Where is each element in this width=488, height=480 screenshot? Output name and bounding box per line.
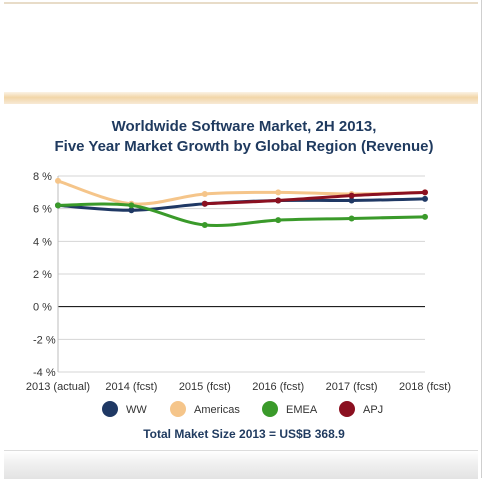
data-point-emea: [128, 202, 135, 209]
x-tick-label: 2013 (actual): [26, 381, 90, 393]
legend-marker-emea: [262, 401, 278, 417]
data-point-emea: [348, 215, 355, 222]
chart-frame: [4, 0, 482, 478]
data-point-emea: [201, 222, 208, 228]
data-point-apj: [275, 197, 282, 204]
y-tick-label: 6 %: [33, 204, 52, 216]
y-tick-label: -4 %: [33, 367, 56, 379]
x-tick-label: 2017 (fcst): [326, 381, 378, 393]
data-point-apj: [201, 200, 208, 207]
data-point-ww: [128, 207, 135, 214]
legend-label-emea: EMEA: [286, 404, 318, 416]
chart-footnote: Total Maket Size 2013 = US$B 368.9: [143, 427, 345, 441]
legend-marker-ww: [102, 401, 118, 417]
x-tick-label: 2018 (fcst): [399, 381, 451, 393]
header-area: [4, 4, 478, 94]
legend-label-ww: WW: [126, 404, 147, 416]
data-point-americas: [201, 190, 208, 197]
top-rule: [4, 2, 478, 4]
chart-title-line-2: Five Year Market Growth by Global Region…: [54, 138, 434, 155]
x-tick-label: 2015 (fcst): [179, 381, 231, 393]
x-tick-label: 2014 (fcst): [105, 381, 157, 393]
y-tick-label: -2 %: [33, 334, 56, 346]
data-point-emea: [275, 217, 282, 224]
legend-marker-americas: [170, 401, 186, 417]
series-line-emea: [56, 202, 427, 228]
data-point-emea: [422, 213, 428, 220]
data-point-apj: [348, 192, 355, 199]
chart-title-line-1: Worldwide Software Market, 2H 2013,: [111, 118, 377, 135]
data-point-ww: [348, 197, 355, 204]
bottom-band: [4, 450, 478, 479]
data-point-apj: [422, 189, 428, 196]
data-point-ww: [422, 195, 428, 202]
x-tick-label: 2016 (fcst): [252, 381, 304, 393]
legend-label-apj: APJ: [363, 404, 383, 416]
legend-marker-apj: [339, 401, 355, 417]
data-point-americas: [275, 189, 282, 196]
data-point-emea: [55, 202, 61, 209]
y-tick-label: 4 %: [33, 236, 52, 248]
legend-label-americas: Americas: [194, 404, 240, 416]
series-line-apj: [203, 190, 427, 206]
data-point-americas: [55, 177, 61, 184]
orange-divider-band: [4, 92, 478, 104]
y-tick-label: 0 %: [33, 302, 52, 314]
y-tick-label: 2 %: [33, 269, 52, 281]
y-tick-label: 8 %: [33, 171, 52, 183]
